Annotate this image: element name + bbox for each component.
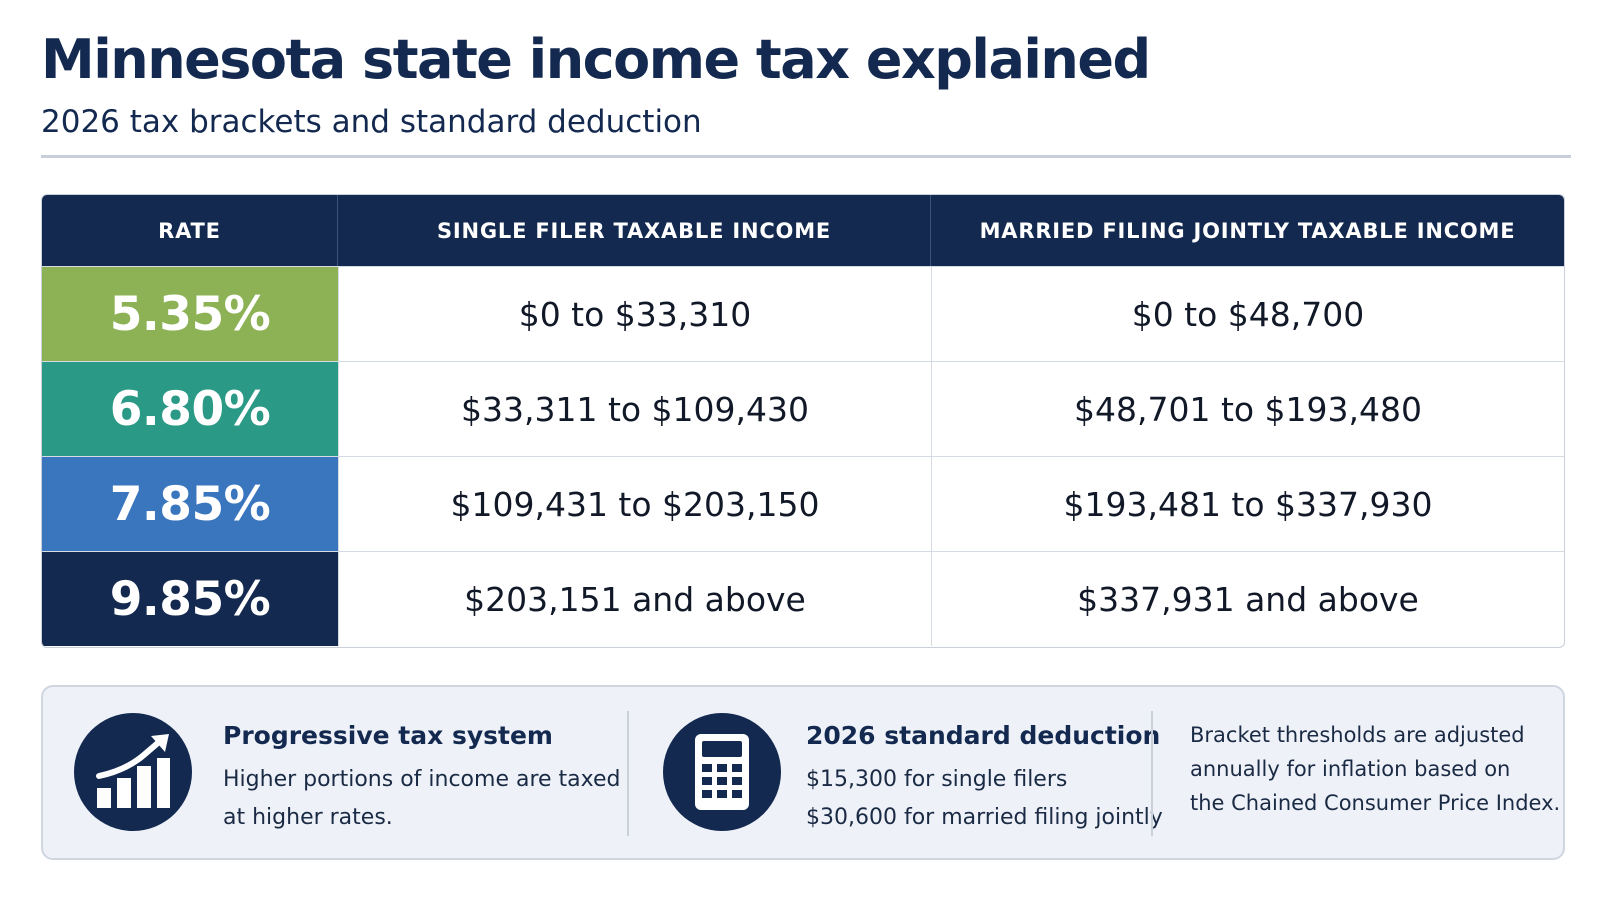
standard-deduction-married: $30,600 for married filing jointly <box>806 805 1163 830</box>
single-income-cell: $109,431 to $203,150 <box>338 457 931 551</box>
rising-bar-chart-icon <box>74 713 192 831</box>
inflation-note-line-1: Bracket thresholds are adjusted <box>1190 723 1525 747</box>
rate-cell: 7.85% <box>42 457 338 551</box>
rate-cell: 9.85% <box>42 552 338 646</box>
standard-deduction-section: 2026 standard deduction $15,300 for sing… <box>633 687 1163 858</box>
table-row: 7.85% $109,431 to $203,150 $193,481 to $… <box>42 456 1564 551</box>
rate-cell: 5.35% <box>42 267 338 361</box>
page-header: Minnesota state income tax explained 202… <box>41 28 1571 142</box>
table-row: 5.35% $0 to $33,310 $0 to $48,700 <box>42 266 1564 361</box>
header-divider <box>41 155 1571 158</box>
page-title: Minnesota state income tax explained <box>41 28 1151 91</box>
tax-brackets-table: RATE SINGLE FILER TAXABLE INCOME MARRIED… <box>41 194 1565 648</box>
info-divider <box>1151 711 1153 836</box>
column-header-rate: RATE <box>42 195 338 266</box>
progressive-tax-line-2: at higher rates. <box>223 805 393 830</box>
single-income-cell: $203,151 and above <box>338 552 931 646</box>
inflation-note-line-2: annually for inflation based on <box>1190 757 1511 781</box>
rate-cell: 6.80% <box>42 362 338 456</box>
table-row: 6.80% $33,311 to $109,430 $48,701 to $19… <box>42 361 1564 456</box>
married-income-cell: $0 to $48,700 <box>931 267 1564 361</box>
progressive-tax-line-1: Higher portions of income are taxed <box>223 767 621 792</box>
inflation-note-section: Bracket thresholds are adjusted annually… <box>1153 687 1563 858</box>
table-row: 9.85% $203,151 and above $337,931 and ab… <box>42 551 1564 646</box>
married-income-cell: $48,701 to $193,480 <box>931 362 1564 456</box>
single-income-cell: $33,311 to $109,430 <box>338 362 931 456</box>
table-header-row: RATE SINGLE FILER TAXABLE INCOME MARRIED… <box>42 195 1564 266</box>
column-header-married: MARRIED FILING JOINTLY TAXABLE INCOME <box>979 218 1516 243</box>
standard-deduction-title: 2026 standard deduction <box>806 721 1161 750</box>
info-panel: Progressive tax system Higher portions o… <box>41 685 1565 860</box>
inflation-note-line-3: the Chained Consumer Price Index. <box>1190 791 1561 815</box>
standard-deduction-single: $15,300 for single filers <box>806 767 1068 792</box>
progressive-tax-section: Progressive tax system Higher portions o… <box>43 687 633 858</box>
info-divider <box>627 711 629 836</box>
progressive-tax-title: Progressive tax system <box>223 721 553 750</box>
page-subtitle: 2026 tax brackets and standard deduction <box>41 104 702 140</box>
single-income-cell: $0 to $33,310 <box>338 267 931 361</box>
column-header-single: SINGLE FILER TAXABLE INCOME <box>338 195 931 266</box>
married-income-cell: $193,481 to $337,930 <box>931 457 1564 551</box>
married-income-cell: $337,931 and above <box>931 552 1564 646</box>
calculator-icon <box>663 713 781 831</box>
